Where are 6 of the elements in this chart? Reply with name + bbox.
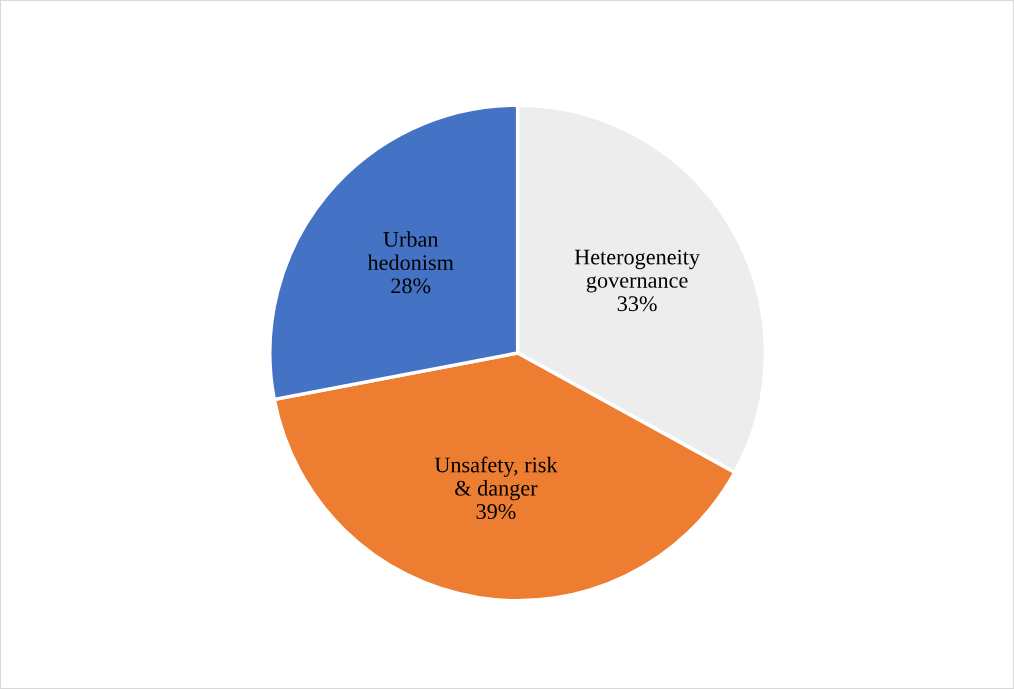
data-label: 28% (391, 278, 431, 294)
slice-label: Heterogeneity governance (574, 249, 700, 293)
data-label: 39% (476, 504, 516, 520)
slice-label: Urban hedonism (367, 231, 454, 271)
slice-label: Unsafety, risk & danger (434, 456, 558, 501)
data-label: 33% (617, 296, 657, 312)
